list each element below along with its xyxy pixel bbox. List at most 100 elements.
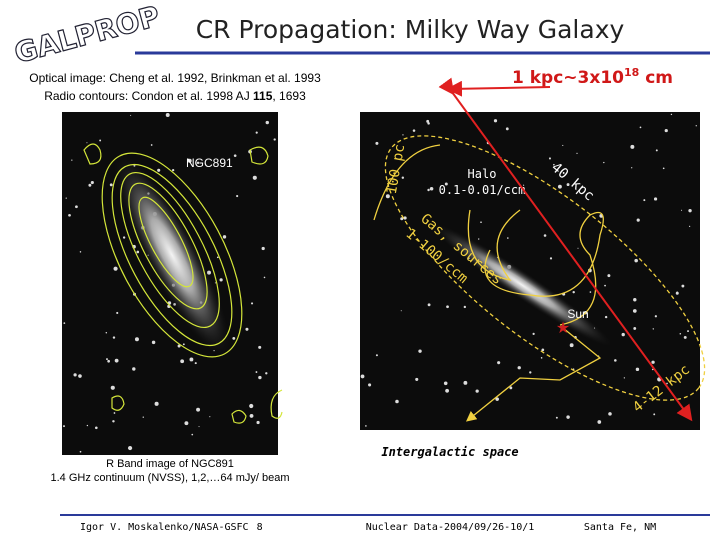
star (480, 221, 482, 224)
text-part: 18 (624, 66, 639, 79)
star (368, 383, 372, 387)
star (477, 238, 480, 240)
star (415, 377, 419, 381)
star (633, 298, 637, 302)
star (116, 311, 119, 315)
star (680, 413, 682, 415)
star (463, 305, 467, 309)
star (402, 134, 404, 136)
star (664, 128, 668, 133)
star (263, 276, 266, 279)
star (261, 246, 265, 251)
star (107, 359, 110, 363)
contours (83, 143, 283, 424)
star (679, 332, 682, 335)
star (566, 415, 570, 419)
star (73, 373, 77, 377)
sun-label: Sun (567, 307, 588, 321)
text-part: Igor V. Moskalenko/NASA-GSFC (80, 522, 249, 533)
star (443, 381, 448, 386)
star (255, 131, 258, 134)
star (636, 218, 640, 222)
star (375, 141, 379, 145)
star (198, 426, 200, 428)
caption: R Band image of NGC891 (106, 458, 234, 470)
star (653, 197, 658, 201)
star (603, 161, 605, 164)
star (256, 420, 260, 425)
star (252, 175, 257, 180)
star (154, 401, 159, 406)
star (475, 389, 479, 393)
star (127, 445, 133, 451)
star (653, 413, 656, 416)
star (517, 366, 521, 370)
star (623, 377, 626, 379)
star (493, 119, 498, 123)
star (651, 360, 655, 364)
star (589, 291, 592, 293)
footer-meeting: Nuclear Data-2004/09/26-10/1 (366, 522, 535, 533)
star (136, 250, 140, 254)
star (635, 367, 640, 372)
star (630, 144, 635, 149)
star (180, 359, 185, 364)
star (86, 142, 88, 144)
image-bg (360, 112, 700, 430)
star (681, 284, 685, 288)
star (95, 426, 98, 430)
star (122, 236, 126, 239)
star (632, 309, 637, 313)
star (255, 371, 258, 373)
star (689, 225, 691, 227)
star (63, 425, 65, 428)
star (109, 183, 113, 187)
star (79, 450, 82, 453)
star (427, 303, 431, 307)
star (99, 139, 102, 142)
star (401, 176, 405, 179)
star (88, 183, 92, 187)
star (400, 310, 402, 312)
star (446, 305, 449, 309)
star (548, 157, 551, 160)
star (112, 420, 115, 423)
star (209, 416, 211, 418)
ngc891-image: NGC891 (62, 112, 283, 455)
star (113, 412, 116, 414)
star (540, 357, 543, 359)
star (385, 194, 390, 199)
star (65, 197, 67, 199)
star (157, 168, 161, 172)
star (196, 161, 200, 165)
logo: GALPROP (11, 0, 163, 70)
star (360, 374, 365, 379)
credit-radio: Radio contours: Condon et al. 1998 AJ 11… (44, 89, 306, 103)
star (233, 154, 237, 157)
star (608, 412, 612, 416)
star (265, 372, 268, 375)
star (643, 199, 646, 202)
star (114, 358, 119, 363)
star (403, 216, 407, 220)
star (245, 327, 249, 331)
star (687, 330, 689, 333)
halo-label: Halo (468, 167, 497, 181)
text-part: Radio contours: Condon et al. 1998 AJ (44, 89, 253, 103)
star (187, 158, 192, 163)
star (395, 399, 399, 404)
star (196, 407, 201, 412)
star (555, 416, 558, 419)
star (75, 205, 78, 209)
star (232, 336, 236, 340)
star (400, 217, 404, 221)
star (577, 247, 579, 249)
star (505, 127, 509, 131)
star (258, 345, 262, 349)
star (189, 357, 194, 362)
star (427, 122, 430, 125)
star (429, 187, 434, 191)
star (655, 149, 658, 152)
star (194, 362, 197, 365)
star (569, 343, 574, 348)
